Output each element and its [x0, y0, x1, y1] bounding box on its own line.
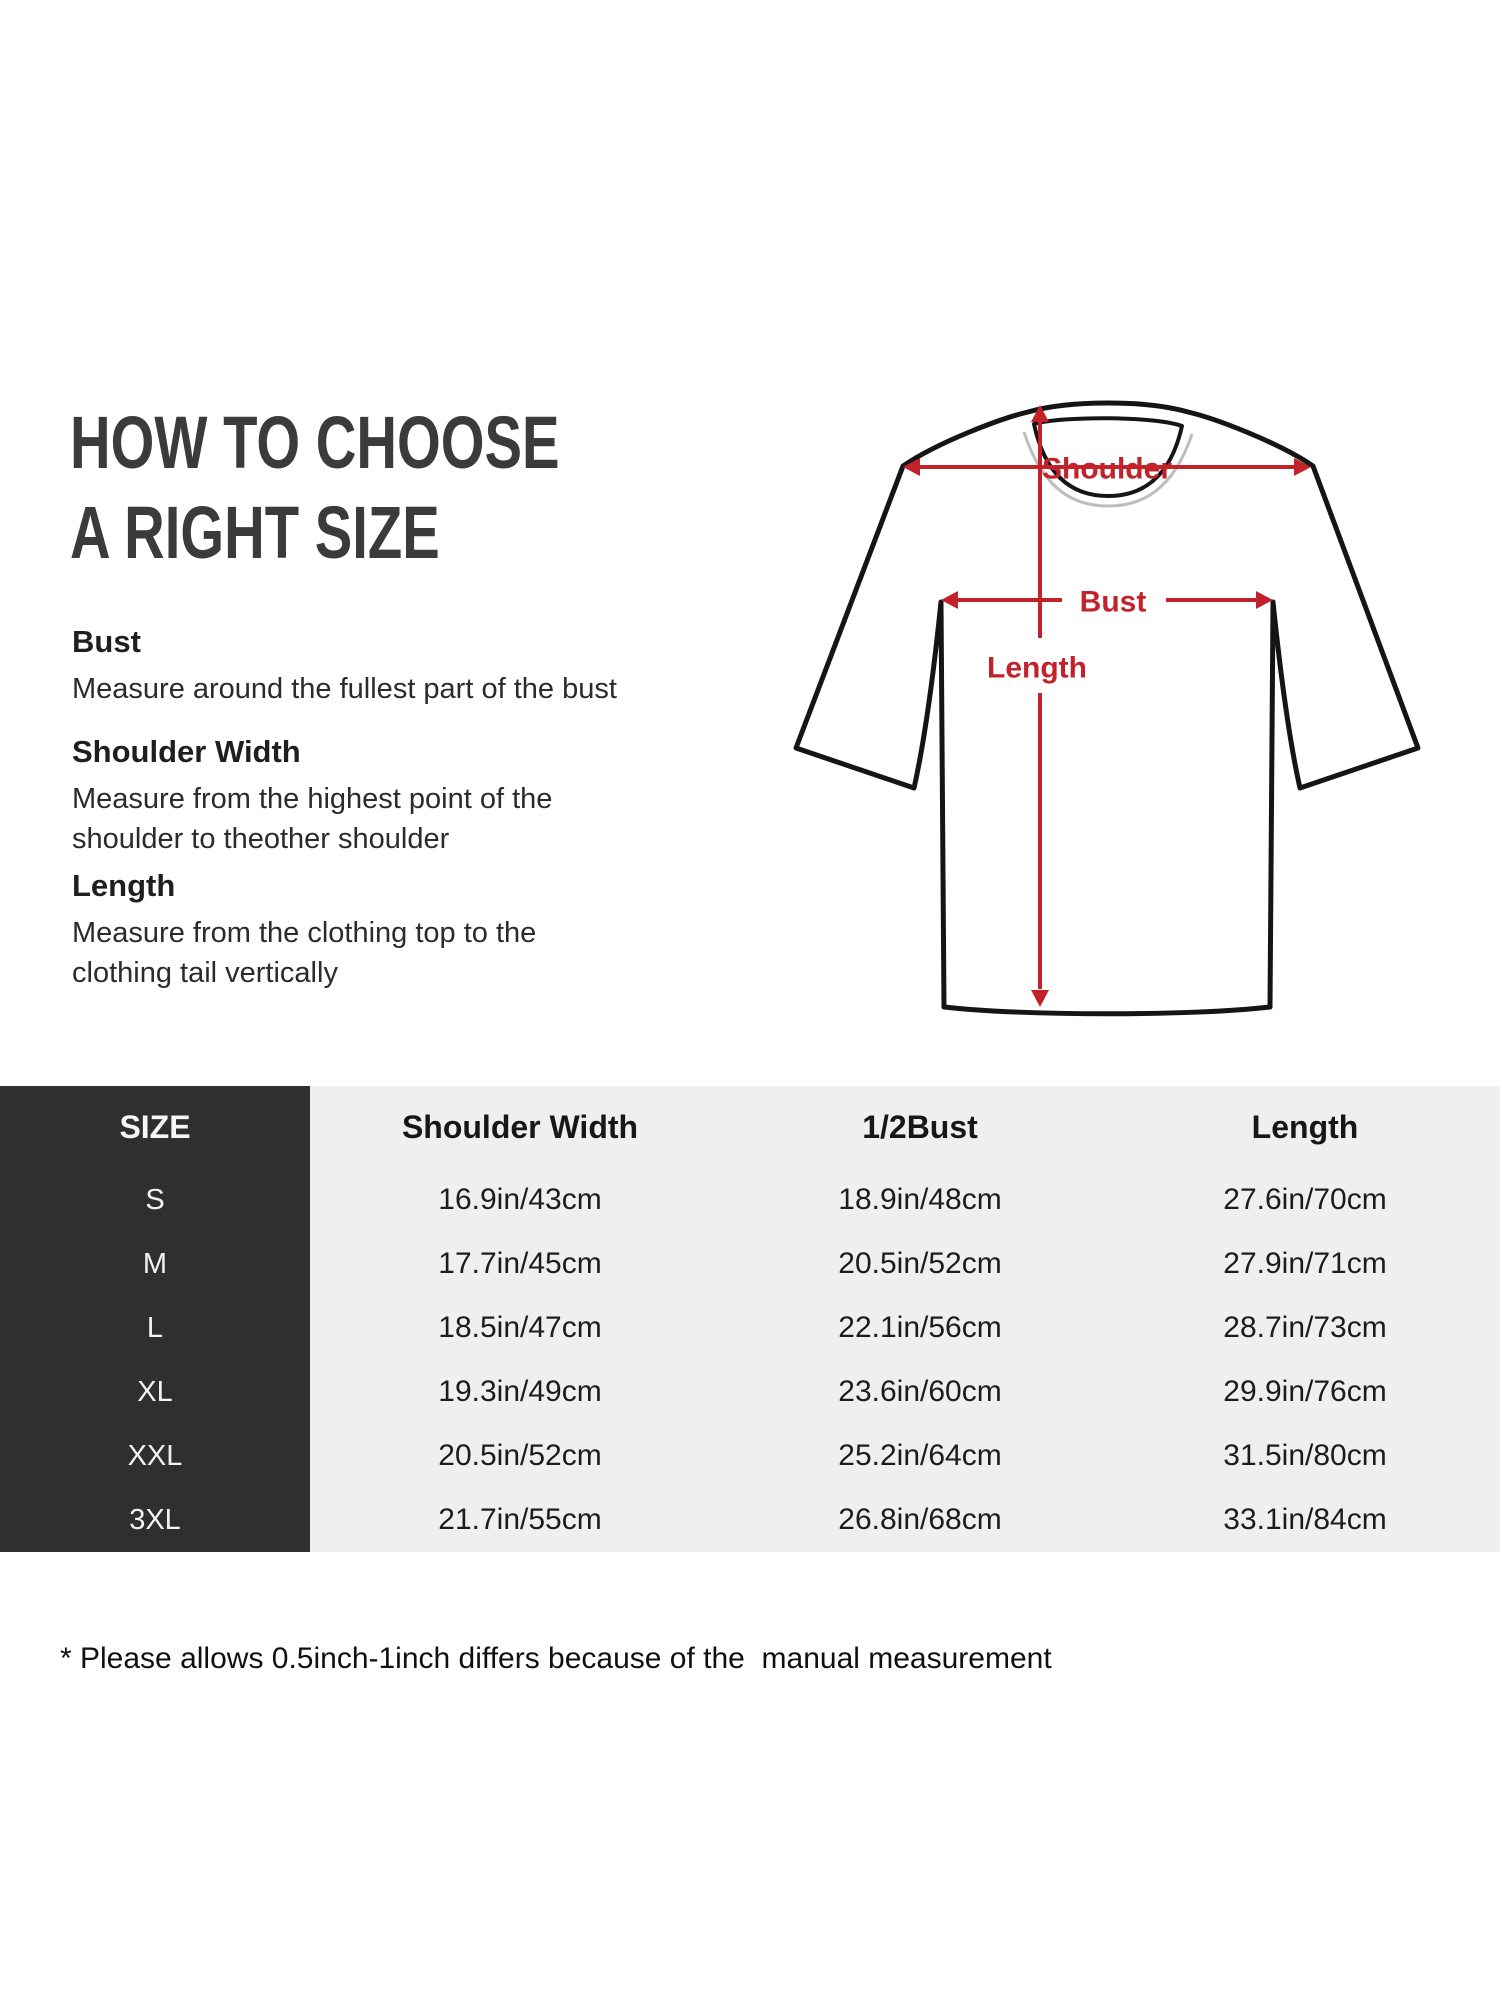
table-row-label: L — [0, 1296, 310, 1360]
table-row-label: XXL — [0, 1424, 310, 1488]
size-table-header-shoulder: Shoulder Width — [401, 1108, 639, 1145]
size-table-header-length: Length — [1251, 1108, 1359, 1145]
tshirt-measurement-diagram: Shoulder Bust Length — [600, 390, 1470, 1030]
table-cell: 17.7in/45cm — [438, 1247, 602, 1280]
measurement-disclaimer: * Please allows 0.5inch-1inch differs be… — [60, 1642, 1052, 1675]
length-label: Length — [987, 652, 1087, 685]
instruction-shoulder-heading: Shoulder Width — [72, 734, 301, 769]
table-row-label: M — [0, 1232, 310, 1296]
table-cell: 19.3in/49cm — [438, 1375, 602, 1408]
instruction-length-heading: Length — [72, 868, 176, 903]
page-title: HOW TO CHOOSE A RIGHT SIZE — [70, 398, 560, 578]
table-cell: 25.2in/64cm — [838, 1439, 1002, 1472]
tshirt-diagram-svg: Shoulder Bust Length — [793, 400, 1421, 1017]
instruction-shoulder-width: Shoulder Width Measure from the highest … — [72, 734, 552, 859]
table-cell: 27.6in/70cm — [1223, 1183, 1387, 1216]
table-cell: 27.9in/71cm — [1223, 1247, 1387, 1280]
collar-opening — [1032, 416, 1184, 498]
table-row-label: S — [0, 1168, 310, 1232]
instruction-length-text-line1: Measure from the clothing top to the — [72, 917, 537, 949]
table-row-label: 3XL — [0, 1488, 310, 1552]
table-cell: 33.1in/84cm — [1223, 1503, 1387, 1536]
table-cell: 28.7in/73cm — [1223, 1311, 1387, 1344]
shoulder-label: Shoulder — [1042, 453, 1172, 486]
table-cell: 18.9in/48cm — [838, 1183, 1002, 1216]
instruction-length: Length Measure from the clothing top to … — [72, 868, 536, 993]
table-row-label: XL — [0, 1360, 310, 1424]
bust-arrow — [941, 591, 1273, 609]
size-table: SIZE Shoulder Width 1/2Bust Length S 16.… — [0, 1086, 1500, 1552]
instruction-bust: Bust Measure around the fullest part of … — [72, 624, 617, 709]
bust-label: Bust — [1080, 586, 1147, 619]
table-cell: 26.8in/68cm — [838, 1503, 1002, 1536]
table-cell: 20.5in/52cm — [438, 1439, 602, 1472]
size-table-header-size: SIZE — [0, 1086, 310, 1168]
page-title-line1: HOW TO CHOOSE — [70, 401, 560, 484]
tshirt-outline — [793, 400, 1421, 1017]
table-cell: 31.5in/80cm — [1223, 1439, 1387, 1472]
table-cell: 16.9in/43cm — [438, 1183, 602, 1216]
size-table-header-halfbust: 1/2Bust — [862, 1108, 978, 1145]
table-cell: 20.5in/52cm — [838, 1247, 1002, 1280]
table-cell: 18.5in/47cm — [438, 1311, 602, 1344]
instruction-shoulder-text-line2: shoulder to theother shoulder — [72, 823, 450, 855]
table-cell: 29.9in/76cm — [1223, 1375, 1387, 1408]
instruction-bust-text: Measure around the fullest part of the b… — [72, 673, 617, 705]
instruction-shoulder-text-line1: Measure from the highest point of the — [72, 783, 553, 815]
instruction-length-text-line2: clothing tail vertically — [72, 957, 338, 989]
table-cell: 22.1in/56cm — [838, 1311, 1002, 1344]
collar-shadow-arc — [1022, 431, 1194, 508]
table-cell: 23.6in/60cm — [838, 1375, 1002, 1408]
page-title-line2: A RIGHT SIZE — [70, 491, 440, 574]
shoulder-arrow — [903, 458, 1311, 476]
instruction-bust-heading: Bust — [72, 624, 141, 659]
table-cell: 21.7in/55cm — [438, 1503, 602, 1536]
